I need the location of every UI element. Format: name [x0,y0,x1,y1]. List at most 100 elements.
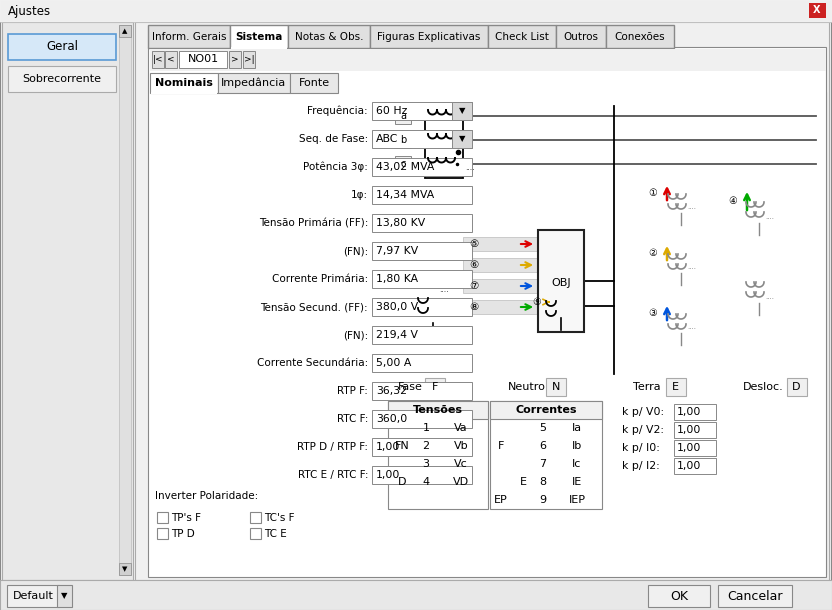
Bar [372,354,472,372]
Text: Default: Default [12,591,53,601]
Bar [370,25,488,48]
Bar [809,3,826,18]
Text: ....: .... [687,204,696,210]
Bar [372,158,472,176]
Bar [718,585,792,607]
Text: VD: VD [453,477,469,487]
Text: ⑦: ⑦ [469,281,478,291]
Text: 8: 8 [539,477,547,487]
Text: ....: .... [687,264,696,270]
Text: 1,00: 1,00 [677,443,701,453]
Bar [250,528,261,539]
Text: ABC: ABC [376,134,399,144]
Text: ....: .... [465,163,474,173]
Text: Ajustes: Ajustes [8,4,51,18]
Bar [372,102,472,120]
Text: 5,00 A: 5,00 A [376,358,411,368]
Text: Corrente Secundária:: Corrente Secundária: [257,358,368,368]
Text: Notas & Obs.: Notas & Obs. [295,32,364,41]
Text: 1,00: 1,00 [376,470,400,480]
Bar [463,300,538,314]
Bar [372,466,472,484]
Bar [157,528,168,539]
Text: Ic: Ic [572,459,582,469]
Bar [674,440,716,456]
Text: Sobrecorrente: Sobrecorrente [22,74,102,84]
Text: Potência 3φ:: Potência 3φ: [303,162,368,172]
Bar [606,25,674,48]
Text: k p/ V0:: k p/ V0: [622,407,664,417]
Bar [372,410,472,428]
Text: 380,0 V: 380,0 V [376,302,418,312]
Bar [372,298,472,316]
Bar [218,73,290,93]
Text: ....: .... [765,214,774,220]
Bar [452,130,472,148]
Bar [393,96,821,379]
Bar [57,585,72,607]
Text: Vc: Vc [454,459,468,469]
Text: 1,80 KA: 1,80 KA [376,274,418,284]
Bar [674,458,716,474]
Text: Cancelar: Cancelar [727,589,783,603]
Bar [119,563,131,575]
Text: Geral: Geral [46,40,78,54]
Text: Tensão Secund. (FF):: Tensão Secund. (FF): [260,302,368,312]
Text: Nominais: Nominais [155,78,213,88]
Text: ▼: ▼ [458,134,465,143]
Bar [231,47,287,49]
Text: RTC E / RTC F:: RTC E / RTC F: [298,470,368,480]
Text: F: F [432,382,438,392]
Text: Fase: Fase [398,382,423,392]
Bar [9,35,115,59]
Text: 1,00: 1,00 [677,425,701,435]
Text: c: c [400,159,406,169]
Text: E: E [672,382,679,392]
Bar [157,512,168,523]
Bar [372,214,472,232]
Text: Sistema: Sistema [235,32,283,41]
Bar [395,156,411,172]
Bar [148,47,826,577]
Text: ▲: ▲ [122,28,127,34]
Text: b: b [400,135,406,145]
Text: ....: .... [687,324,696,330]
Text: Outros: Outros [563,32,598,41]
Bar [425,378,445,396]
Text: 360,0: 360,0 [376,414,407,424]
Bar [372,382,472,400]
Text: >: > [231,54,239,63]
Bar [148,25,230,48]
Bar [0,0,832,22]
Bar [7,585,59,607]
Bar [243,51,255,68]
Bar [388,401,488,509]
Text: 5: 5 [539,423,547,433]
Text: Desloc.: Desloc. [743,382,784,392]
Text: (FN):: (FN): [343,246,368,256]
Text: RTP D / RTP F:: RTP D / RTP F: [297,442,368,452]
Bar [152,51,164,68]
Text: IE: IE [572,477,582,487]
Text: OK: OK [670,589,688,603]
Bar [674,422,716,438]
Text: 1φ:: 1φ: [351,190,368,200]
Bar [179,51,227,68]
Bar [463,279,538,293]
Bar [372,242,472,260]
Text: ....: .... [439,284,448,293]
Text: 14,34 MVA: 14,34 MVA [376,190,434,200]
Text: 6: 6 [539,441,547,451]
Bar [230,25,288,48]
Text: ⑨: ⑨ [532,297,542,307]
Text: FN: FN [394,441,409,451]
Bar [119,25,131,575]
Text: D: D [398,477,406,487]
Text: 1: 1 [423,423,429,433]
Text: a: a [400,111,406,121]
Text: 7,97 KV: 7,97 KV [376,246,418,256]
Text: IEP: IEP [568,495,586,505]
Text: 2: 2 [423,441,429,451]
Text: Conexões: Conexões [615,32,666,41]
Text: Neutro: Neutro [508,382,546,392]
